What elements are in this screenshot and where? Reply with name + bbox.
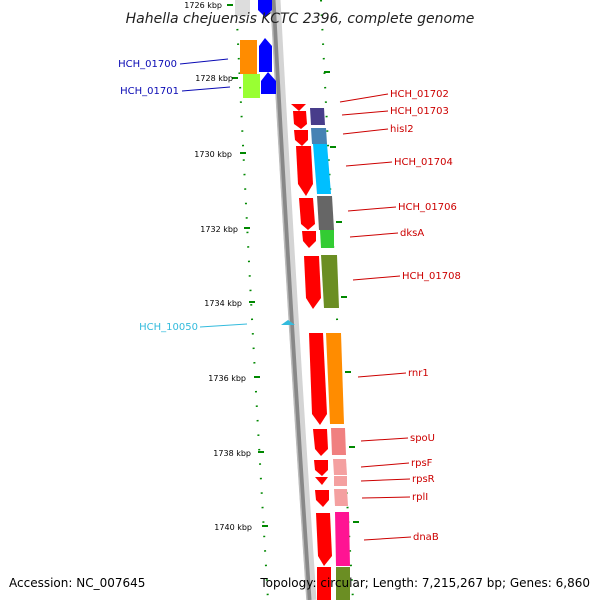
tick-1732: 1732 kbp	[200, 225, 250, 234]
orf-block-bottom[interactable]	[336, 567, 350, 600]
gene-label-dksa[interactable]: dksA	[400, 228, 424, 239]
gene-arrow-rpsr[interactable]	[315, 477, 328, 485]
tick-label: 1732 kbp	[200, 225, 238, 234]
tick-1734: 1734 kbp	[204, 299, 255, 308]
accession-text: Accession: NC_007645	[9, 576, 145, 590]
gene-arrow-hch01700[interactable]	[259, 38, 272, 72]
gene-label-rnr1[interactable]: rnr1	[408, 368, 429, 379]
outer-strand-features	[235, 0, 295, 325]
gene-label-hisi2[interactable]: hisI2	[390, 124, 414, 135]
tick-label: 1736 kbp	[208, 374, 246, 383]
gene-label-rpsf[interactable]: rpsF	[411, 458, 433, 469]
gene-arrow-spou[interactable]	[313, 429, 328, 456]
tick-label: 1726 kbp	[184, 1, 222, 10]
orf-block-hch01708[interactable]	[321, 255, 339, 308]
orf-block-hisi2[interactable]	[311, 128, 327, 144]
orf-block-rpli[interactable]	[334, 489, 348, 506]
tick-label: 1734 kbp	[204, 299, 242, 308]
gene-label-hch01706[interactable]: HCH_01706	[398, 202, 457, 213]
gene-arrow-top-blue[interactable]	[258, 0, 272, 17]
gene-label-hch01704[interactable]: HCH_01704	[394, 157, 453, 168]
orf-block-dnab[interactable]	[335, 512, 350, 566]
gene-arrow-rnr1[interactable]	[309, 333, 327, 425]
gene-arrow-top-gray[interactable]	[235, 0, 250, 16]
gene-arrow-hch01703[interactable]	[293, 111, 307, 129]
gene-label-rpli[interactable]: rplI	[412, 492, 428, 503]
leader-hch01703	[341, 110, 389, 116]
map-title: Hahella chejuensis KCTC 2396, complete g…	[126, 11, 475, 27]
gene-arrow-hch01708[interactable]	[304, 256, 321, 309]
gene-label-rpsr[interactable]: rpsR	[412, 474, 435, 485]
gene-labels: HCH_01700 HCH_01701 HCH_10050 HCH_01702 …	[118, 59, 461, 543]
backbone-shadow	[271, 0, 317, 600]
leader-rpli	[361, 496, 411, 499]
inner-strand-features	[291, 104, 350, 600]
tick-label: 1730 kbp	[194, 150, 232, 159]
leader-hisi2	[342, 128, 389, 135]
leader-dksa	[349, 232, 399, 238]
leader-dnab	[363, 536, 412, 541]
leader-hch01708	[352, 275, 401, 281]
leader-hch10050	[199, 323, 248, 328]
leader-hch01701	[181, 86, 231, 92]
leader-hch01702	[339, 93, 389, 103]
leader-hch01704	[345, 161, 393, 167]
gene-arrow-dksa[interactable]	[302, 231, 316, 248]
leader-rpsf	[360, 462, 410, 468]
leader-spou	[360, 437, 409, 442]
orf-block-hch01704[interactable]	[313, 144, 331, 194]
tick-1738: 1738 kbp	[213, 449, 264, 458]
orf-block-hch01706[interactable]	[317, 196, 334, 230]
gene-arrow-hch01706[interactable]	[299, 198, 315, 230]
gene-label-dnab[interactable]: dnaB	[413, 532, 439, 543]
gene-arrow-rpsf[interactable]	[314, 460, 328, 476]
orf-block-rpsr[interactable]	[334, 476, 347, 486]
tick-label: 1740 kbp	[214, 523, 252, 532]
leader-rnr1	[357, 372, 407, 378]
gene-arrow-hch01701[interactable]	[261, 72, 276, 94]
leader-hch01700	[179, 58, 229, 65]
orf-block-hch01701[interactable]	[243, 74, 260, 98]
tick-label: 1738 kbp	[213, 449, 251, 458]
scale-ticks: 1726 kbp 1728 kbp 1730 kbp 1732 kbp 1734…	[184, 1, 359, 532]
orf-block-spou[interactable]	[331, 428, 346, 455]
genome-summary-text: Topology: circular; Length: 7,215,267 bp…	[259, 576, 590, 590]
gene-label-leaders	[179, 58, 412, 541]
gene-label-hch01701[interactable]: HCH_01701	[120, 86, 179, 97]
gene-arrow-hisi2[interactable]	[294, 130, 308, 146]
gene-label-hch01703[interactable]: HCH_01703	[390, 106, 449, 117]
orf-block-rpsf[interactable]	[333, 459, 347, 475]
tick-1726: 1726 kbp	[184, 1, 233, 10]
ncrna-hch10050[interactable]	[281, 320, 295, 325]
gene-arrow-hch01704[interactable]	[296, 146, 313, 196]
gene-label-hch01708[interactable]: HCH_01708	[402, 271, 461, 282]
gene-label-hch01702[interactable]: HCH_01702	[390, 89, 449, 100]
tick-1740: 1740 kbp	[214, 523, 268, 532]
orf-block-dksa[interactable]	[320, 230, 334, 248]
gene-arrow-dnab[interactable]	[316, 513, 332, 566]
backbone-group	[270, 0, 317, 600]
gene-arrow-bottom[interactable]	[317, 567, 331, 600]
tick-label: 1728 kbp	[195, 74, 233, 83]
tick-1728: 1728 kbp	[195, 74, 238, 83]
gene-label-hch01700[interactable]: HCH_01700	[118, 59, 177, 70]
tick-1730: 1730 kbp	[194, 150, 246, 159]
leader-hch01706	[347, 206, 397, 212]
gene-arrow-hch01702[interactable]	[291, 104, 306, 111]
gene-label-spou[interactable]: spoU	[410, 433, 435, 444]
leader-rpsr	[360, 478, 411, 482]
tick-1736: 1736 kbp	[208, 374, 260, 383]
orf-block-hch01703[interactable]	[310, 108, 325, 125]
gene-label-hch10050[interactable]: HCH_10050	[139, 322, 198, 333]
orf-block-rnr1[interactable]	[326, 333, 344, 424]
backbone-line	[270, 0, 312, 600]
gene-arrow-rpli[interactable]	[315, 490, 329, 507]
orf-block-hch01700[interactable]	[240, 40, 257, 74]
